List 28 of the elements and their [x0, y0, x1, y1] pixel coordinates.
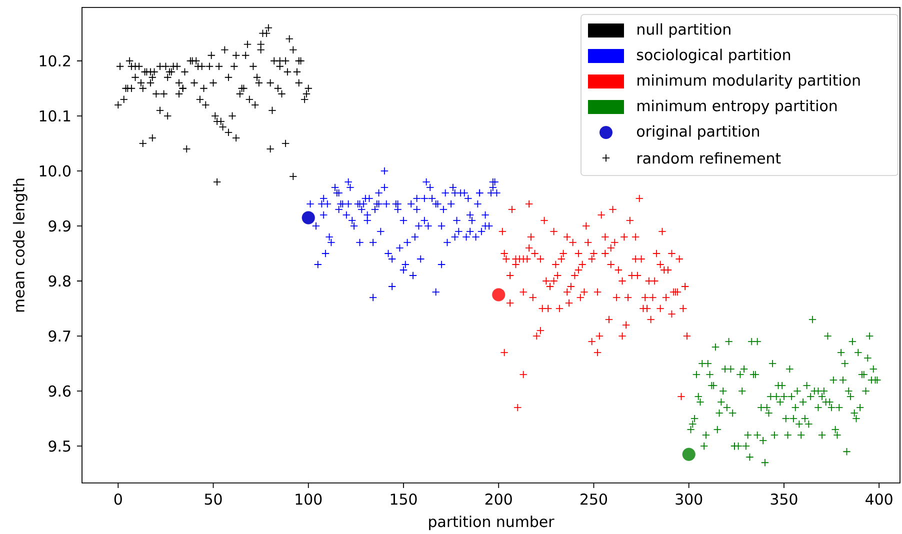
legend-label: minimum entropy partition	[638, 100, 837, 114]
y-tick-label: 9.5	[48, 440, 70, 452]
legend-label: null partition	[638, 23, 730, 38]
point	[302, 211, 315, 224]
x-tick-label: 0	[114, 493, 122, 505]
y-tick-label: 10.1	[40, 110, 70, 122]
y-tick-label: 9.9	[48, 220, 70, 232]
y-tick-label: 10.2	[40, 55, 70, 67]
x-tick-label: 150	[390, 493, 417, 505]
x-tick-label: 350	[770, 493, 798, 505]
x-axis-title: partition number	[429, 516, 554, 530]
legend-label: minimum modularity partition	[638, 74, 860, 89]
point	[492, 288, 506, 302]
point	[682, 448, 696, 461]
x-tick-label: 400	[866, 493, 892, 505]
legend-label: random refinement	[638, 152, 781, 164]
x-tick-label: 200	[485, 493, 512, 505]
x-tick-label: 100	[296, 493, 322, 505]
x-tick-label: 250	[580, 493, 607, 505]
legend-label: original partition	[637, 125, 759, 140]
legend-label: sociological partition	[637, 48, 790, 64]
y-axis-title: mean code length	[12, 178, 28, 312]
x-tick-label: 50	[204, 493, 222, 505]
x-tick-label: 300	[676, 493, 702, 505]
y-tick-label: 10.0	[40, 165, 70, 177]
y-tick-label: 9.8	[48, 275, 70, 287]
y-tick-label: 9.6	[48, 385, 71, 397]
y-tick-label: 9.7	[48, 330, 70, 342]
